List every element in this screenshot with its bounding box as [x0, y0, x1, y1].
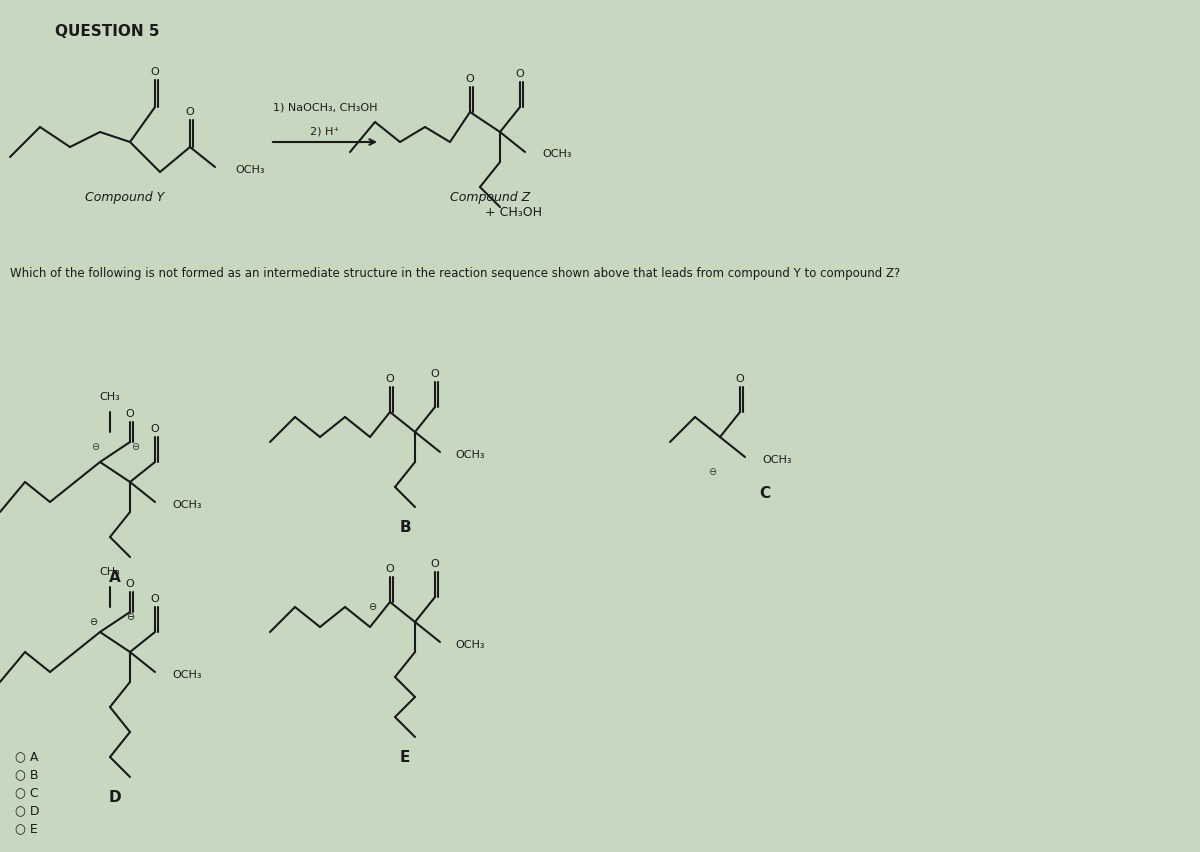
Text: Compound Y: Compound Y [85, 191, 164, 204]
Text: ⊖: ⊖ [126, 612, 134, 622]
Text: O: O [385, 374, 395, 384]
Text: O: O [516, 69, 524, 79]
Text: E: E [400, 750, 410, 764]
Text: ○ A: ○ A [14, 751, 38, 763]
Text: ⊖: ⊖ [368, 602, 376, 612]
Text: O: O [126, 579, 134, 589]
Text: ⊖: ⊖ [708, 467, 716, 477]
Text: Which of the following is not formed as an intermediate structure in the reactio: Which of the following is not formed as … [10, 267, 900, 280]
Text: O: O [151, 424, 160, 434]
Text: CH₃: CH₃ [100, 567, 120, 577]
Text: ○ C: ○ C [14, 786, 38, 799]
Text: OCH₃: OCH₃ [235, 165, 264, 175]
Text: OCH₃: OCH₃ [172, 500, 202, 510]
Text: A: A [109, 569, 121, 584]
Text: CH₃: CH₃ [100, 392, 120, 402]
Text: ⊖: ⊖ [131, 442, 139, 452]
Text: ⊖: ⊖ [89, 617, 97, 627]
Text: O: O [151, 594, 160, 604]
Text: O: O [126, 409, 134, 419]
Text: O: O [431, 559, 439, 569]
Text: OCH₃: OCH₃ [455, 450, 485, 460]
Text: D: D [109, 790, 121, 804]
Text: + CH₃OH: + CH₃OH [485, 205, 542, 218]
Text: O: O [431, 369, 439, 379]
Text: O: O [186, 107, 194, 117]
Text: C: C [760, 486, 770, 502]
Text: 1) NaOCH₃, CH₃OH: 1) NaOCH₃, CH₃OH [272, 102, 377, 112]
Text: OCH₃: OCH₃ [455, 640, 485, 650]
Text: O: O [151, 67, 160, 77]
Text: O: O [385, 564, 395, 574]
Text: ○ E: ○ E [14, 822, 37, 836]
Text: ⊖: ⊖ [91, 442, 100, 452]
Text: O: O [736, 374, 744, 384]
Text: 2) H⁺: 2) H⁺ [311, 127, 340, 137]
Text: B: B [400, 520, 410, 534]
Text: ○ B: ○ B [14, 769, 38, 781]
Text: OCH₃: OCH₃ [542, 149, 571, 159]
Text: O: O [466, 74, 474, 84]
Text: ○ D: ○ D [14, 804, 40, 818]
Text: Compound Z: Compound Z [450, 191, 530, 204]
Text: QUESTION 5: QUESTION 5 [55, 24, 160, 39]
Text: OCH₃: OCH₃ [172, 670, 202, 680]
Text: OCH₃: OCH₃ [762, 455, 792, 465]
